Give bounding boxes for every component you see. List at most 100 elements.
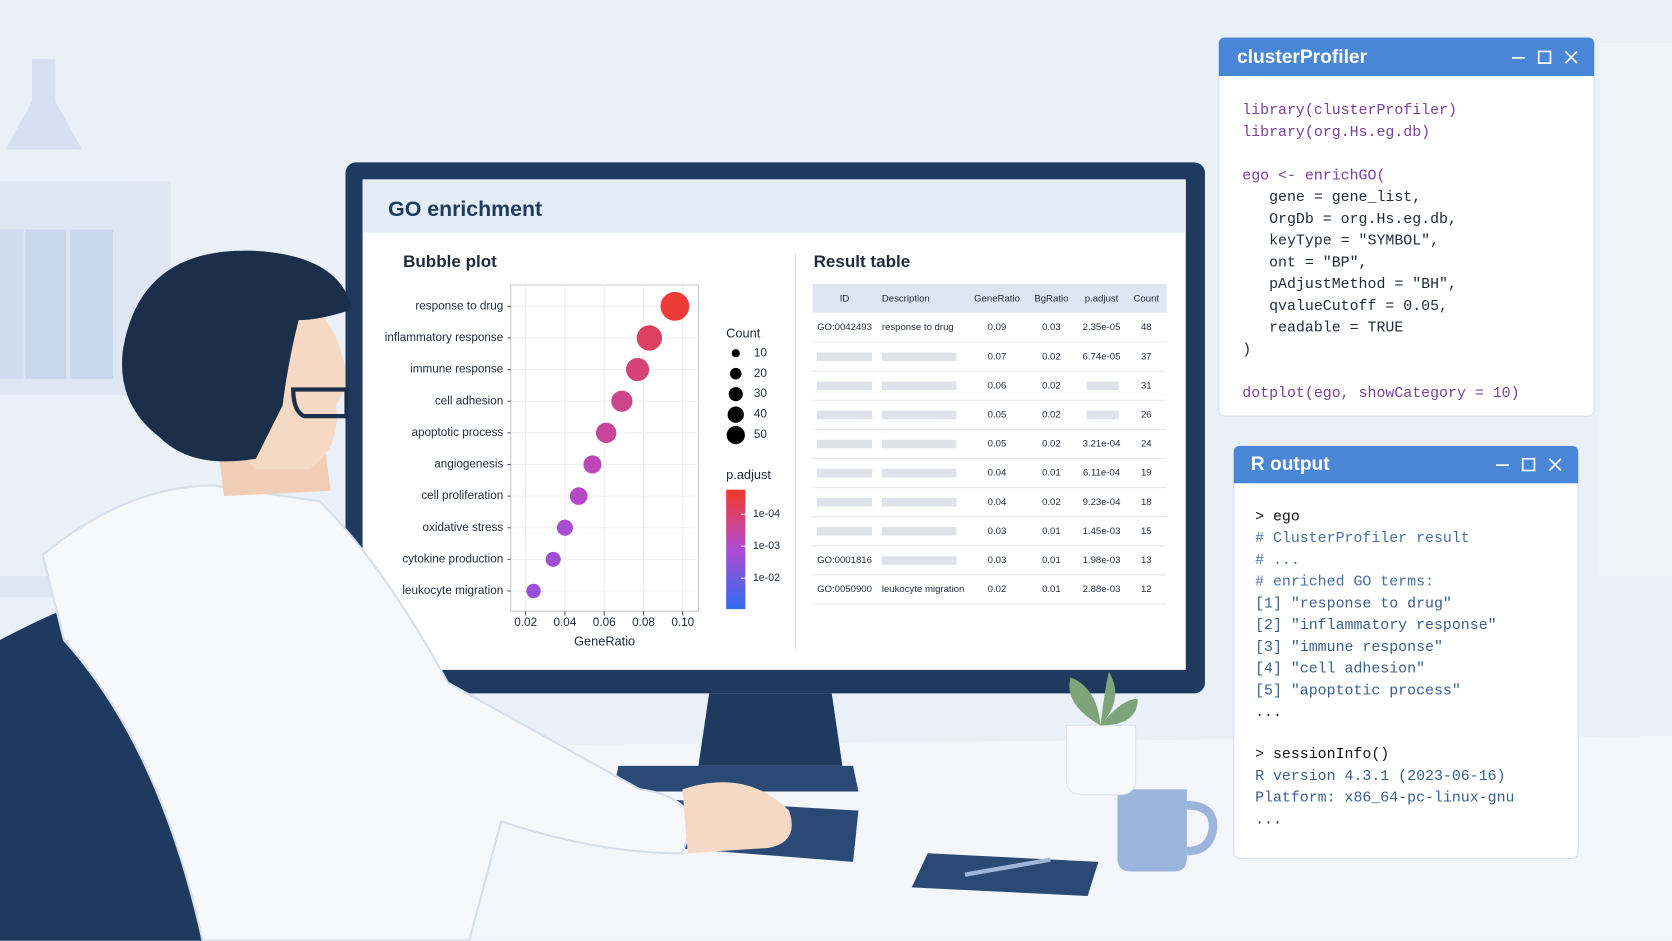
- y-tick-label: apoptotic process: [411, 426, 503, 439]
- illegible-cell: [816, 352, 873, 361]
- code-line: keyType = "SYMBOL",: [1242, 234, 1439, 250]
- table-cell: 0.03: [1042, 322, 1061, 333]
- illegible-cell: [816, 468, 873, 478]
- legend-label: 10: [754, 346, 768, 359]
- code-line: Platform: x86_64-pc-linux-gnu: [1255, 791, 1514, 807]
- code-line: # enriched GO terms:: [1255, 575, 1434, 591]
- table-cell: 18: [1141, 497, 1152, 508]
- code-line: dotplot(ego, showCategory = 10): [1242, 386, 1519, 402]
- code-line: ont = "BP",: [1242, 255, 1367, 271]
- code-line: readable = TRUE: [1242, 321, 1403, 337]
- x-tick-label: 0.04: [554, 616, 577, 629]
- column-header: Description: [882, 293, 930, 304]
- bubble: [626, 357, 650, 382]
- y-tick-label: angiogenesis: [434, 458, 503, 471]
- table-cell: 0.04: [988, 497, 1007, 508]
- table-cell: GO:0050900: [817, 584, 872, 595]
- screen-title: GO enrichment: [388, 197, 542, 221]
- illegible-cell: [881, 556, 957, 565]
- code-line: [3] "immune response": [1255, 640, 1443, 656]
- table-cell: 26: [1141, 409, 1152, 420]
- legend-title: p.adjust: [726, 467, 771, 482]
- code-line: > ego: [1255, 509, 1300, 525]
- legend-size: [731, 349, 740, 358]
- code-line: R version 4.3.1 (2023-06-16): [1255, 769, 1505, 785]
- illegible-cell: [881, 439, 957, 449]
- table-cell: 6.11e-04: [1083, 468, 1121, 479]
- y-tick-label: leukocyte migration: [402, 584, 503, 597]
- table-cell: 0.02: [1042, 439, 1061, 450]
- code-line: library(clusterProfiler): [1242, 103, 1457, 119]
- code-window-header: [1218, 37, 1595, 76]
- code-line: [4] "cell adhesion": [1255, 662, 1425, 678]
- column-header: p.adjust: [1085, 293, 1119, 304]
- code-line: [1] "response to drug": [1255, 596, 1452, 612]
- table-cell: 6.74e-05: [1083, 351, 1121, 362]
- illegible-cell: [881, 410, 957, 420]
- y-tick-label: oxidative stress: [423, 521, 504, 534]
- table-cell: 12: [1141, 584, 1152, 595]
- bubble-plot: 0.02 0.04 0.06 0.08 0.10 GeneRatio response to…: [385, 284, 780, 649]
- table-cell: 0.02: [1042, 380, 1061, 391]
- code-line: [5] "apoptotic process": [1255, 683, 1461, 699]
- monitor-neck: [698, 693, 843, 766]
- x-axis-label: GeneRatio: [574, 634, 635, 649]
- y-tick-label: cell proliferation: [421, 489, 503, 502]
- column-header: Count: [1134, 293, 1160, 304]
- window-controls[interactable]: [1512, 50, 1578, 65]
- code-line: gene = gene_list,: [1242, 190, 1421, 206]
- bubble: [526, 583, 541, 599]
- bubble: [611, 390, 633, 412]
- illegible-cell: [881, 527, 957, 536]
- code-line: ego <- enrichGO(: [1242, 168, 1385, 184]
- legend-label: 40: [754, 408, 768, 421]
- colorbar-label: 1e-02: [753, 572, 780, 584]
- illegible-cell: [1086, 381, 1119, 391]
- output-lines: > ego # ClusterProfiler result # ... # enri…: [1255, 509, 1514, 828]
- table-cell: 2.88e-03: [1083, 584, 1121, 595]
- hair: [122, 250, 352, 462]
- table-cell: 0.03: [988, 526, 1007, 537]
- legend-size: [727, 406, 744, 423]
- plot-title: Bubble plot: [403, 252, 497, 271]
- code-window-title: clusterProfiler: [1237, 47, 1368, 68]
- table-header: [812, 283, 1167, 313]
- table-cell: 31: [1141, 380, 1152, 391]
- code-line: pAdjustMethod = "BH",: [1242, 277, 1457, 293]
- legend-size: [728, 387, 743, 402]
- hand: [682, 782, 792, 854]
- illegible-cell: [881, 352, 957, 361]
- x-tick-label: 0.10: [671, 616, 694, 629]
- table-cell: 0.04: [988, 468, 1007, 479]
- bubble: [660, 291, 690, 321]
- table-cell: 0.09: [988, 322, 1007, 333]
- code-line: [2] "inflammatory response": [1255, 618, 1497, 634]
- y-tick-label: inflammatory response: [385, 331, 504, 344]
- illegible-cell: [816, 498, 873, 507]
- table-cell: 0.05: [988, 409, 1007, 420]
- table-cell: GO:0001816: [817, 555, 872, 566]
- code-line: ...: [1255, 812, 1282, 828]
- code-lines: library(clusterProfiler) library(org.Hs.e…: [1242, 103, 1519, 402]
- pen: [964, 857, 1051, 877]
- table-cell: 0.05: [988, 439, 1007, 450]
- table-cell: 37: [1141, 351, 1152, 362]
- illegible-cell: [816, 410, 873, 420]
- code-line: qvalueCutoff = 0.05,: [1242, 299, 1448, 315]
- window-controls[interactable]: [1496, 457, 1562, 472]
- colorbar: [726, 489, 746, 610]
- bubble: [545, 551, 561, 567]
- x-tick-label: 0.02: [514, 616, 537, 629]
- illegible-cell: [816, 439, 873, 449]
- colorbar-label: 1e-04: [753, 508, 780, 520]
- y-tick-label: immune response: [410, 363, 503, 376]
- bubble: [595, 422, 617, 444]
- illegible-cell: [881, 381, 957, 391]
- table-cell: 0.01: [1042, 555, 1061, 566]
- output-window-header: [1233, 445, 1579, 484]
- column-header: GeneRatio: [974, 293, 1020, 304]
- legend-title: Count: [726, 325, 761, 340]
- column-header: BgRatio: [1034, 293, 1068, 304]
- plant-pot: [1065, 724, 1137, 796]
- table-title: Result table: [814, 252, 911, 271]
